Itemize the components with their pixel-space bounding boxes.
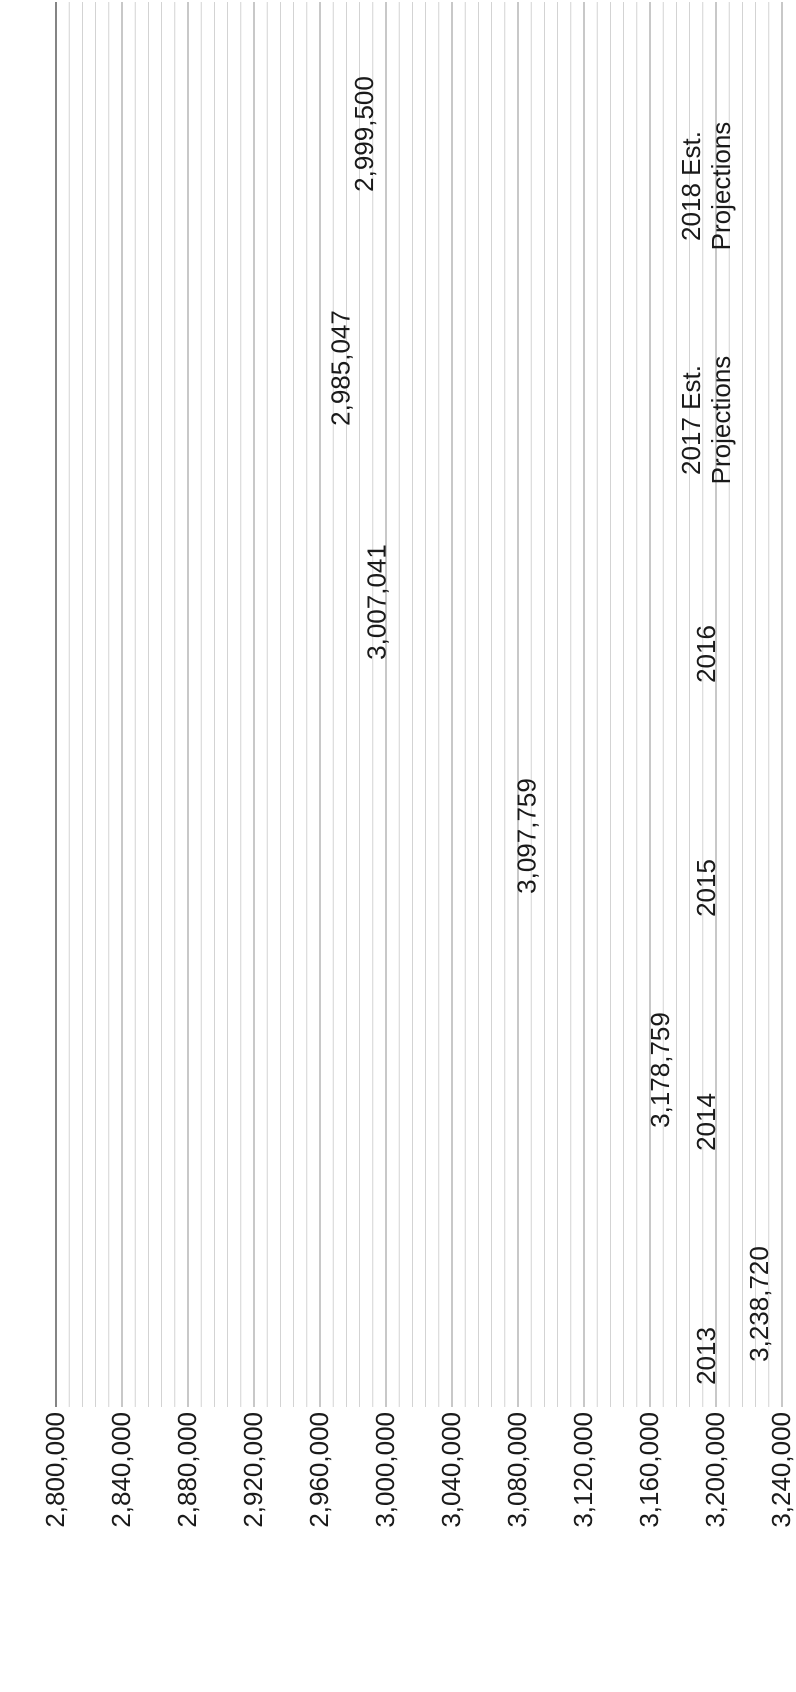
y-tick-label: 2,960,000 — [304, 1412, 334, 1528]
x-category-label: 2018 Est. — [676, 131, 706, 241]
y-tick-label: 2,800,000 — [40, 1412, 70, 1528]
x-category-label: 2017 Est. — [676, 365, 706, 475]
x-category-label: Projections — [706, 122, 736, 251]
y-tick-label: 3,040,000 — [436, 1412, 466, 1528]
y-tick-label: 2,920,000 — [238, 1412, 268, 1528]
x-category-label: 2016 — [691, 625, 721, 683]
y-tick-label: 3,000,000 — [370, 1412, 400, 1528]
x-category-label: 2015 — [691, 859, 721, 917]
data-label: 3,097,759 — [511, 778, 541, 894]
y-tick-label: 3,240,000 — [766, 1412, 796, 1528]
x-category-label: 2013 — [691, 1327, 721, 1385]
y-tick-label: 3,160,000 — [634, 1412, 664, 1528]
x-category-label: Projections — [706, 356, 736, 485]
data-label: 3,238,720 — [744, 1246, 774, 1362]
plot-area: 2,800,000 2,840,000 2,880,000 2,920,000 2,96… — [40, 2, 796, 1528]
data-label: 2,999,500 — [349, 76, 379, 192]
y-tick-label: 3,200,000 — [700, 1412, 730, 1528]
y-tick-label: 2,880,000 — [172, 1412, 202, 1528]
data-label: 3,007,041 — [362, 544, 392, 660]
y-tick-label: 2,840,000 — [106, 1412, 136, 1528]
x-category-label: 2014 — [691, 1093, 721, 1151]
data-label: 3,178,759 — [645, 1012, 675, 1128]
y-tick-label: 3,120,000 — [568, 1412, 598, 1528]
data-label: 2,985,047 — [325, 310, 355, 426]
y-tick-label: 3,080,000 — [502, 1412, 532, 1528]
